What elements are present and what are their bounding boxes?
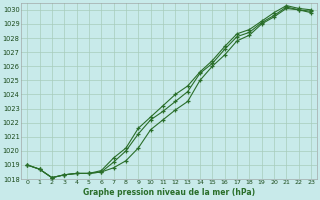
X-axis label: Graphe pression niveau de la mer (hPa): Graphe pression niveau de la mer (hPa) [83,188,255,197]
